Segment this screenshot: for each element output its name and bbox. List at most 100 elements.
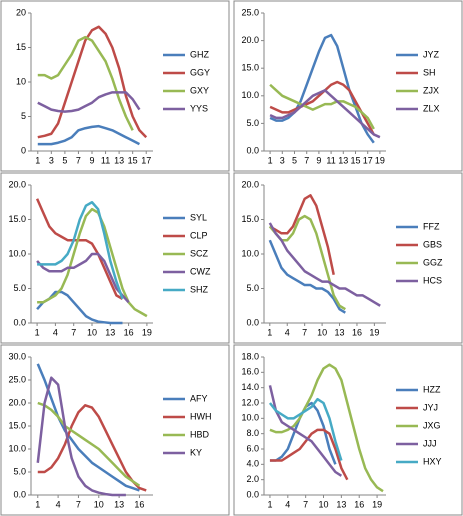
x-tick-label: 7 <box>76 155 81 165</box>
x-tick-label: 7 <box>76 499 81 509</box>
x-tick-label: 3 <box>280 155 285 165</box>
y-tick-label: 5.0 <box>246 283 259 293</box>
x-tick-label: 5 <box>292 155 297 165</box>
chart-panel: 0.05.010.015.020.025.01 3 5 7 9 11 13 15 17 19JYZ… <box>233 0 463 172</box>
legend-label: YYS <box>190 103 208 113</box>
series-line <box>37 401 141 487</box>
legend-label: JXG <box>423 420 441 430</box>
y-tick-label: 0.0 <box>246 317 259 327</box>
series-line <box>37 91 141 113</box>
legend-label: HXY <box>423 456 442 466</box>
x-tick-label: 7 <box>303 499 308 509</box>
legend-label: HZZ <box>423 384 441 394</box>
x-tick-label: 10 <box>317 327 327 337</box>
y-tick-label: 18.0 <box>241 351 259 361</box>
x-tick-label: 13 <box>105 327 115 337</box>
x-tick-label: 3 <box>49 155 54 165</box>
x-tick-label: 10 <box>319 499 329 509</box>
y-tick-label: 5.0 <box>246 118 259 128</box>
legend-label: ZLX <box>423 103 440 113</box>
legend-label: JYZ <box>423 49 440 59</box>
y-tick-label: 6.0 <box>246 443 259 453</box>
series-line <box>269 80 375 136</box>
series-line <box>269 428 349 481</box>
x-tick-label: 16 <box>354 499 364 509</box>
y-tick-label: 20.0 <box>8 179 26 189</box>
legend-label: JYJ <box>423 402 438 412</box>
legend-label: SH <box>423 67 436 77</box>
legend-label: GBS <box>423 239 442 249</box>
x-tick-label: 16 <box>352 327 362 337</box>
x-tick-label: 5 <box>62 155 67 165</box>
y-tick-label: 10.0 <box>241 90 259 100</box>
x-tick-label: 1 <box>268 155 273 165</box>
series-line <box>36 363 140 492</box>
series-line <box>268 222 381 307</box>
y-tick-label: 15 <box>16 42 26 52</box>
y-tick-label: 20.0 <box>241 35 259 45</box>
x-tick-label: 4 <box>285 499 290 509</box>
legend-label: GXY <box>190 85 209 95</box>
x-tick-label: 15 <box>128 155 138 165</box>
legend-label: CLP <box>190 230 208 240</box>
x-tick-label: 19 <box>372 499 382 509</box>
x-tick-label: 1 <box>35 327 40 337</box>
series-line <box>36 376 126 497</box>
panel-frame <box>233 172 463 344</box>
x-tick-label: 9 <box>89 155 94 165</box>
y-tick-label: 30.0 <box>8 351 26 361</box>
x-tick-label: 7 <box>71 327 76 337</box>
x-tick-label: 16 <box>124 327 134 337</box>
legend-label: SCZ <box>190 248 209 258</box>
x-tick-label: 10 <box>94 499 104 509</box>
y-tick-label: 10.0 <box>241 248 259 258</box>
x-tick-label: 11 <box>326 155 335 165</box>
x-tick-label: 10 <box>87 327 97 337</box>
legend-label: ZJX <box>423 85 439 95</box>
series-line <box>35 198 124 300</box>
chart-panel: 0.0 2.0 4.0 6.0 8.0 10.0 12.0 14.0 16.0 18.0 1 4 7 10… <box>233 344 463 516</box>
series-line <box>269 194 335 275</box>
y-tick-label: 25.0 <box>241 7 259 17</box>
legend-label: HBD <box>190 429 210 439</box>
x-tick-label: 1 <box>35 155 40 165</box>
series-line <box>269 33 375 144</box>
y-tick-label: 0.0 <box>246 489 259 499</box>
series-line <box>269 363 384 493</box>
x-tick-label: 13 <box>114 155 124 165</box>
chart-panel: 0.0 5.0 10.0 15.0 20.0 1 4 7 10 13 16 19 SYL CLP SCZ CW… <box>0 172 230 344</box>
legend-label: GHZ <box>190 49 210 59</box>
y-tick-label: 10 <box>16 76 26 86</box>
x-tick-label: 19 <box>375 155 385 165</box>
y-tick-label: 5.0 <box>13 283 26 293</box>
y-tick-label: 14.0 <box>241 382 259 392</box>
y-tick-label: 8.0 <box>246 428 259 438</box>
y-tick-label: 10.0 <box>8 443 26 453</box>
legend-label: KY <box>190 447 202 457</box>
series-line <box>37 124 141 146</box>
series-line <box>36 252 130 304</box>
y-tick-label: 10.0 <box>8 248 26 258</box>
y-tick-label: 5 <box>21 111 26 121</box>
y-tick-label: 0.0 <box>13 489 26 499</box>
legend-label: HCS <box>423 275 442 285</box>
series-line <box>268 385 343 477</box>
series-line <box>37 25 148 139</box>
x-tick-label: 17 <box>363 155 373 165</box>
y-tick-label: 5.0 <box>13 466 26 476</box>
x-tick-label: 11 <box>101 155 110 165</box>
legend-label: GGZ <box>423 257 443 267</box>
series-line <box>37 404 147 492</box>
y-tick-label: 15.0 <box>241 63 259 73</box>
series-line <box>268 239 346 314</box>
y-tick-label: 20 <box>16 7 26 17</box>
x-tick-label: 13 <box>338 155 348 165</box>
legend-label: JJJ <box>423 438 437 448</box>
y-tick-label: 0.0 <box>246 145 259 155</box>
series-line <box>269 83 375 130</box>
x-tick-label: 13 <box>114 499 124 509</box>
x-tick-label: 4 <box>53 327 58 337</box>
x-tick-label: 19 <box>142 327 152 337</box>
